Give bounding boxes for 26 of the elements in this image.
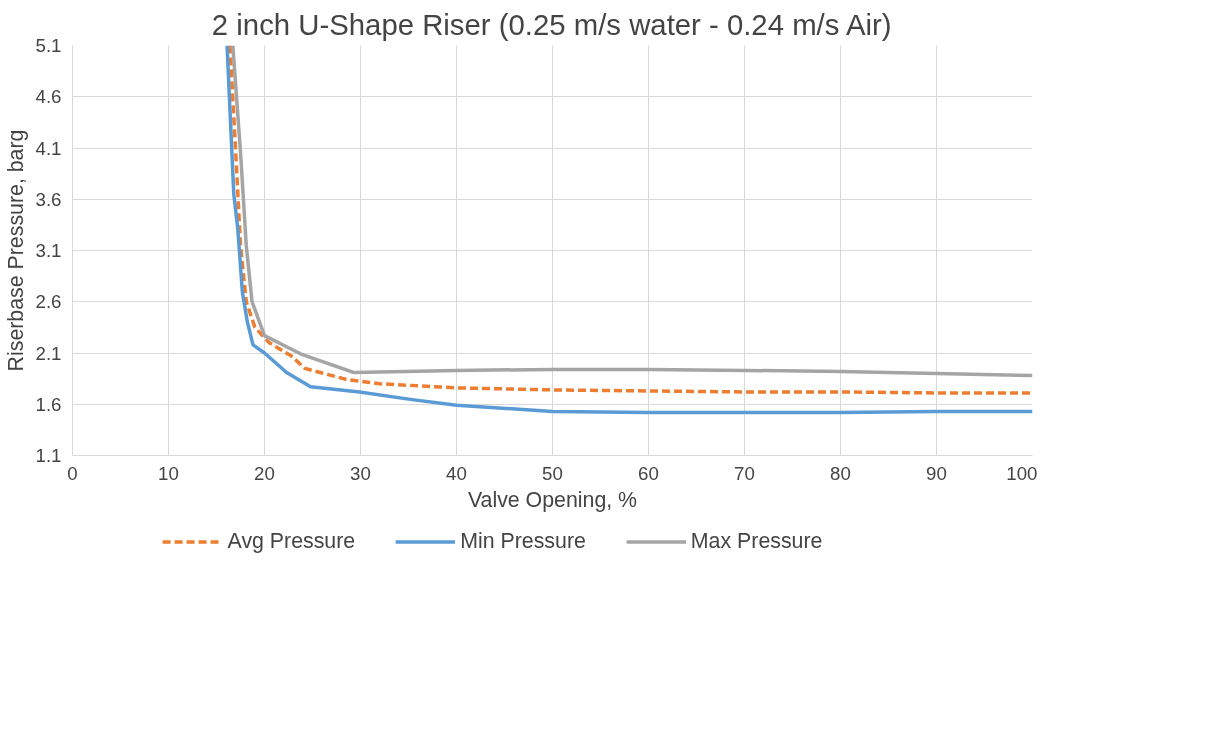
x-tick-label: 100 xyxy=(1006,462,1038,484)
x-tick-label: 90 xyxy=(926,462,947,484)
legend-label: Min Pressure xyxy=(460,528,586,554)
y-tick-label: 1.1 xyxy=(35,445,62,466)
x-axis-title: Valve Opening, % xyxy=(467,487,638,512)
y-axis-title: Riserbase Pressure, barg xyxy=(3,129,28,372)
y-tick-label: 3.6 xyxy=(35,188,62,210)
x-tick-label: 20 xyxy=(254,462,275,484)
x-tick-label: 80 xyxy=(830,462,851,484)
y-tick-label: 2.6 xyxy=(35,291,62,313)
y-tick-label: 5.1 xyxy=(35,35,62,56)
x-tick-label: 40 xyxy=(446,462,467,484)
x-tick-label: 0 xyxy=(67,462,78,484)
legend-label: Avg Pressure xyxy=(227,528,356,554)
x-tick-label: 70 xyxy=(734,462,755,484)
x-tick-label: 30 xyxy=(350,462,371,484)
y-tick-label: 4.1 xyxy=(35,137,62,159)
legend-label: Max Pressure xyxy=(690,528,823,554)
x-tick-label: 50 xyxy=(542,462,563,484)
y-tick-label: 3.1 xyxy=(35,240,62,261)
x-tick-label: 60 xyxy=(638,462,659,484)
y-tick-label: 1.6 xyxy=(35,393,62,415)
y-tick-label: 4.6 xyxy=(35,86,62,108)
x-tick-label: 10 xyxy=(158,462,179,484)
chart-title: 2 inch U-Shape Riser (0.25 m/s water - 0.24 m/s Air) xyxy=(211,7,892,41)
y-tick-label: 2.1 xyxy=(35,342,62,364)
